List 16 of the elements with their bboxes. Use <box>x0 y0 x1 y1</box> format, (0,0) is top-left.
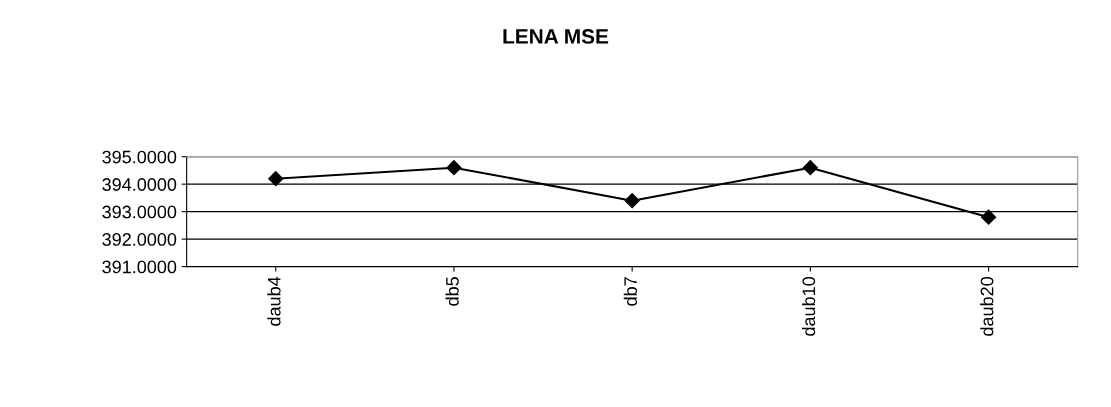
point <box>624 193 640 209</box>
y-tick-label: 394.0000 <box>102 178 177 191</box>
chart-title: LENA MSE <box>503 29 609 44</box>
y-tick-label: 391.0000 <box>102 260 177 274</box>
point <box>802 160 818 176</box>
x-tick-label: db7 <box>623 277 638 306</box>
x-tick-label: daub10 <box>801 277 816 336</box>
x-tick-label: daub4 <box>267 276 281 326</box>
x-tick-label: db5 <box>445 277 459 306</box>
y-tick-label: 395.0000 <box>102 150 177 164</box>
point <box>980 209 997 225</box>
y-tick-label: 393.0000 <box>102 205 177 219</box>
point <box>268 171 284 187</box>
point <box>446 160 462 176</box>
x-tick-label: daub20 <box>980 277 994 336</box>
y-tick-label: 392.0000 <box>102 233 177 246</box>
